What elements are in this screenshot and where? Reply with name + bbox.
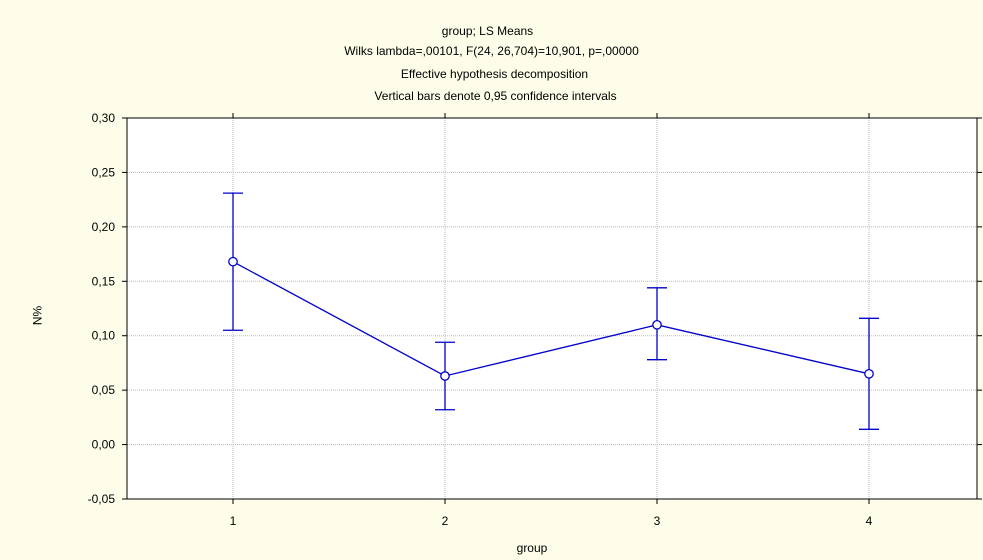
x-tick-label: 1 bbox=[230, 514, 237, 528]
series-line bbox=[232, 261, 870, 377]
y-tick-label: -0,05 bbox=[88, 492, 116, 506]
y-axis-label: %N bbox=[30, 306, 44, 325]
plot-area bbox=[127, 118, 977, 499]
data-point bbox=[652, 319, 662, 330]
y-tick-label: 0,05 bbox=[92, 383, 116, 397]
chart-subtitle-decomposition: Effective hypothesis decomposition bbox=[400, 67, 589, 81]
y-tick-label: 0,30 bbox=[92, 111, 116, 125]
x-tick-label: 2 bbox=[442, 514, 449, 528]
chart-subtitle-wilks: Wilks lambda=,00101, F(24, 26,704)=10,90… bbox=[344, 44, 639, 58]
data-point bbox=[440, 371, 450, 381]
x-tick-label: 3 bbox=[654, 514, 661, 528]
data-point bbox=[864, 368, 874, 379]
plot-border bbox=[126, 117, 978, 500]
data-point bbox=[228, 256, 238, 267]
y-tick-label: 0,25 bbox=[92, 165, 116, 179]
y-tick-label: 0,15 bbox=[92, 274, 116, 288]
y-tick-label: 0,20 bbox=[92, 220, 116, 234]
axis-ticks: -0,05 0,00 0,05 0,10 0,15 0,20 0,25 0,30 1 2 3 4 bbox=[88, 111, 982, 528]
chart-subtitle-ci: Vertical bars denote 0,95 confidence int… bbox=[374, 89, 617, 103]
x-tick-label: 4 bbox=[866, 514, 873, 528]
plot-frame bbox=[126, 117, 978, 500]
y-tick-label: 0,10 bbox=[92, 329, 116, 343]
x-axis-label: group bbox=[517, 541, 548, 555]
series-group bbox=[223, 192, 879, 430]
chart-title: group; LS Means bbox=[441, 24, 534, 38]
y-tick-label: 0,00 bbox=[92, 438, 116, 452]
